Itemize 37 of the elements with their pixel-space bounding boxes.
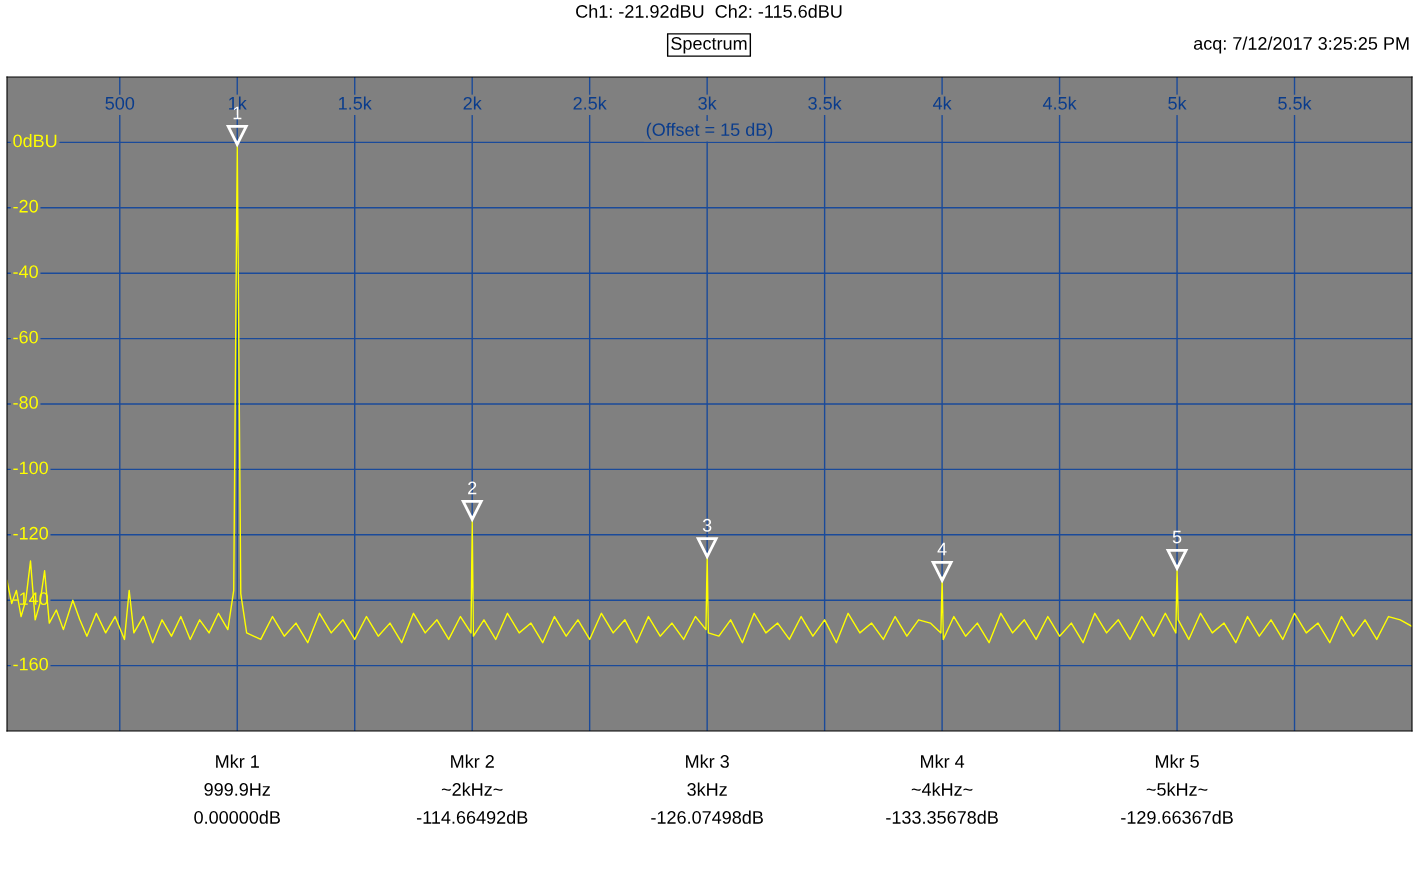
- y-tick-label: -60: [13, 330, 38, 344]
- text: -114.66492dB: [416, 810, 528, 824]
- x-tick-label: 5k: [1168, 96, 1187, 110]
- y-tick-label: -40: [13, 265, 38, 279]
- text: -129.66367dB: [1121, 810, 1233, 824]
- text: 3kHz: [687, 782, 727, 796]
- x-tick-label: 1.5k: [339, 96, 372, 110]
- text: ~2kHz~: [441, 782, 503, 796]
- text: ~4kHz~: [911, 782, 973, 796]
- y-tick-label: -20: [13, 199, 38, 213]
- text: ~5kHz~: [1146, 782, 1208, 796]
- x-tick-label: 5.5k: [1278, 96, 1312, 110]
- y-tick-label: -80: [13, 396, 38, 409]
- text: -126.07498dB: [651, 810, 763, 824]
- text: acq: 7/12/2017 3:25:25 PM: [1193, 36, 1409, 54]
- chart-subtitle: Spectrum: [671, 37, 747, 54]
- y-tick-label: -160: [13, 657, 48, 671]
- text: Mkr 2: [451, 754, 494, 768]
- text: Mkr 5: [1155, 754, 1199, 768]
- text: Mkr 4: [921, 754, 965, 768]
- text: Mkr 1: [216, 754, 259, 768]
- x-tick-label: 3k: [698, 96, 717, 110]
- text: Mkr 3: [686, 754, 729, 768]
- text: 0.00000dB: [194, 810, 280, 824]
- x-tick-label: 2.5k: [573, 96, 607, 110]
- y-tick-label: 0dBU: [13, 133, 57, 148]
- y-tick-label: -120: [13, 526, 48, 540]
- text: 999.9Hz: [204, 783, 270, 796]
- text: -133.35678dB: [886, 810, 998, 824]
- annotation: (Offset = 15 dB): [646, 122, 773, 140]
- x-tick-label: 4.5k: [1042, 96, 1077, 110]
- y-tick-label: -100: [13, 461, 48, 475]
- chart-title: Ch1: -21.92dBU Ch2: -115.6dBU: [576, 4, 842, 18]
- x-tick-label: 500: [105, 96, 135, 110]
- x-tick-label: 3.5k: [808, 96, 842, 110]
- x-tick-label: 2k: [463, 96, 482, 110]
- x-tick-label: 4k: [932, 96, 952, 110]
